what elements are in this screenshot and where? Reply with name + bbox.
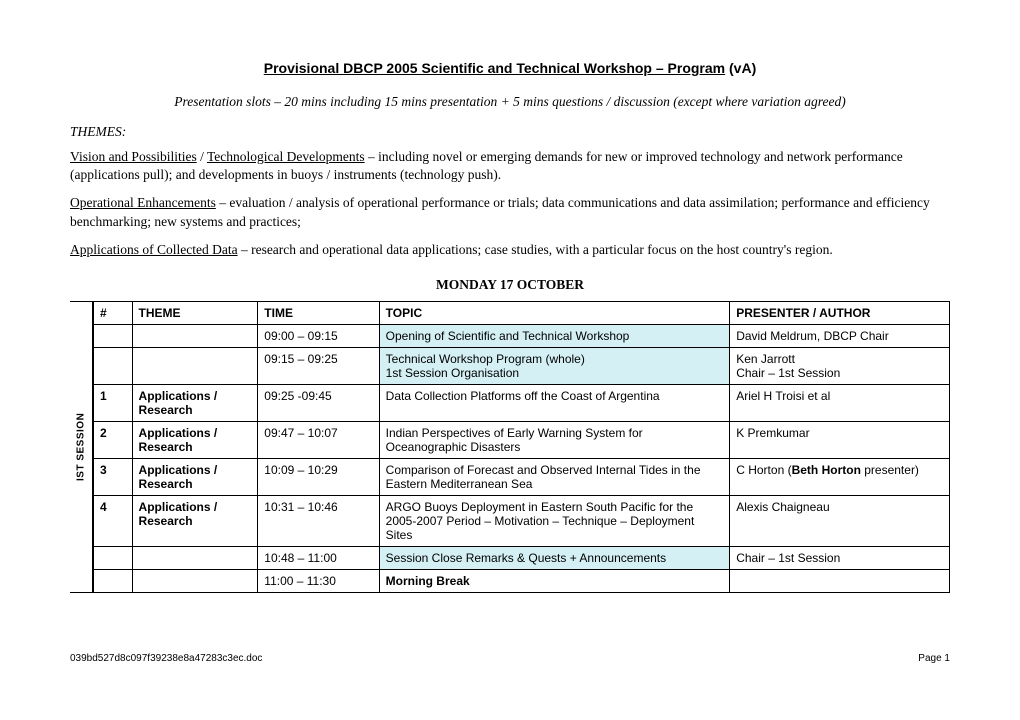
cell-theme: Applications / Research [132, 422, 258, 459]
table-row: 09:15 – 09:25Technical Workshop Program … [94, 348, 950, 385]
table-row: 10:48 – 11:00Session Close Remarks & Que… [94, 547, 950, 570]
cell-time: 10:31 – 10:46 [258, 496, 379, 547]
cell-num [94, 325, 133, 348]
cell-num: 3 [94, 459, 133, 496]
cell-theme [132, 547, 258, 570]
th-topic: TOPIC [379, 302, 730, 325]
cell-time: 09:00 – 09:15 [258, 325, 379, 348]
table-wrap: IST SESSION # THEME TIME TOPIC PRESENTER… [70, 301, 950, 593]
cell-presenter: C Horton (Beth Horton presenter) [730, 459, 950, 496]
cell-num [94, 547, 133, 570]
table-row: 4Applications / Research10:31 – 10:46ARG… [94, 496, 950, 547]
th-num: # [94, 302, 133, 325]
th-presenter: PRESENTER / AUTHOR [730, 302, 950, 325]
cell-presenter: Chair – 1st Session [730, 547, 950, 570]
para3-u: Applications of Collected Data [70, 242, 238, 257]
footer-page: Page 1 [918, 653, 950, 664]
table-row: 1Applications / Research09:25 -09:45Data… [94, 385, 950, 422]
cell-time: 10:48 – 11:00 [258, 547, 379, 570]
para1-u1: Vision and Possibilities [70, 149, 197, 164]
cell-topic: Session Close Remarks & Quests + Announc… [379, 547, 730, 570]
cell-topic: Technical Workshop Program (whole)1st Se… [379, 348, 730, 385]
cell-time: 09:25 -09:45 [258, 385, 379, 422]
cell-theme: Applications / Research [132, 385, 258, 422]
table-header-row: # THEME TIME TOPIC PRESENTER / AUTHOR [94, 302, 950, 325]
para2-u: Operational Enhancements [70, 195, 216, 210]
th-theme: THEME [132, 302, 258, 325]
footer-filename: 039bd527d8c097f39238e8a47283c3ec.doc [70, 653, 262, 664]
cell-theme [132, 348, 258, 385]
themes-label: THEMES: [70, 124, 950, 140]
subtitle: Presentation slots – 20 mins including 1… [70, 94, 950, 110]
theme-para-2: Operational Enhancements – evaluation / … [70, 194, 950, 230]
para1-sep: / [197, 149, 207, 164]
cell-time: 09:47 – 10:07 [258, 422, 379, 459]
cell-time: 11:00 – 11:30 [258, 570, 379, 593]
table-row: 09:00 – 09:15Opening of Scientific and T… [94, 325, 950, 348]
cell-topic: Morning Break [379, 570, 730, 593]
title-underlined: Provisional DBCP 2005 Scientific and Tec… [264, 60, 725, 76]
cell-presenter: K Premkumar [730, 422, 950, 459]
para3-rest: – research and operational data applicat… [238, 242, 833, 257]
schedule-table: # THEME TIME TOPIC PRESENTER / AUTHOR 09… [93, 301, 950, 593]
cell-topic: ARGO Buoys Deployment in Eastern South P… [379, 496, 730, 547]
cell-presenter: Ariel H Troisi et al [730, 385, 950, 422]
footer: 039bd527d8c097f39238e8a47283c3ec.doc Pag… [70, 653, 950, 664]
cell-topic: Opening of Scientific and Technical Work… [379, 325, 730, 348]
table-row: 3Applications / Research10:09 – 10:29Com… [94, 459, 950, 496]
cell-theme: Applications / Research [132, 459, 258, 496]
day-header: MONDAY 17 OCTOBER [70, 277, 950, 293]
cell-time: 10:09 – 10:29 [258, 459, 379, 496]
cell-topic: Comparison of Forecast and Observed Inte… [379, 459, 730, 496]
th-time: TIME [258, 302, 379, 325]
cell-theme [132, 570, 258, 593]
cell-num [94, 348, 133, 385]
cell-presenter: Ken JarrottChair – 1st Session [730, 348, 950, 385]
cell-num [94, 570, 133, 593]
cell-topic: Data Collection Platforms off the Coast … [379, 385, 730, 422]
cell-theme [132, 325, 258, 348]
cell-presenter [730, 570, 950, 593]
cell-time: 09:15 – 09:25 [258, 348, 379, 385]
para1-u2: Technological Developments [207, 149, 365, 164]
cell-num: 4 [94, 496, 133, 547]
theme-para-1: Vision and Possibilities / Technological… [70, 148, 950, 184]
session-sidebar: IST SESSION [70, 301, 93, 593]
cell-num: 2 [94, 422, 133, 459]
cell-presenter: Alexis Chaigneau [730, 496, 950, 547]
cell-theme: Applications / Research [132, 496, 258, 547]
cell-topic: Indian Perspectives of Early Warning Sys… [379, 422, 730, 459]
cell-presenter: David Meldrum, DBCP Chair [730, 325, 950, 348]
theme-para-3: Applications of Collected Data – researc… [70, 241, 950, 259]
table-row: 11:00 – 11:30Morning Break [94, 570, 950, 593]
table-row: 2Applications / Research09:47 – 10:07Ind… [94, 422, 950, 459]
cell-num: 1 [94, 385, 133, 422]
document-title: Provisional DBCP 2005 Scientific and Tec… [70, 60, 950, 76]
title-suffix: (vA) [725, 60, 756, 76]
